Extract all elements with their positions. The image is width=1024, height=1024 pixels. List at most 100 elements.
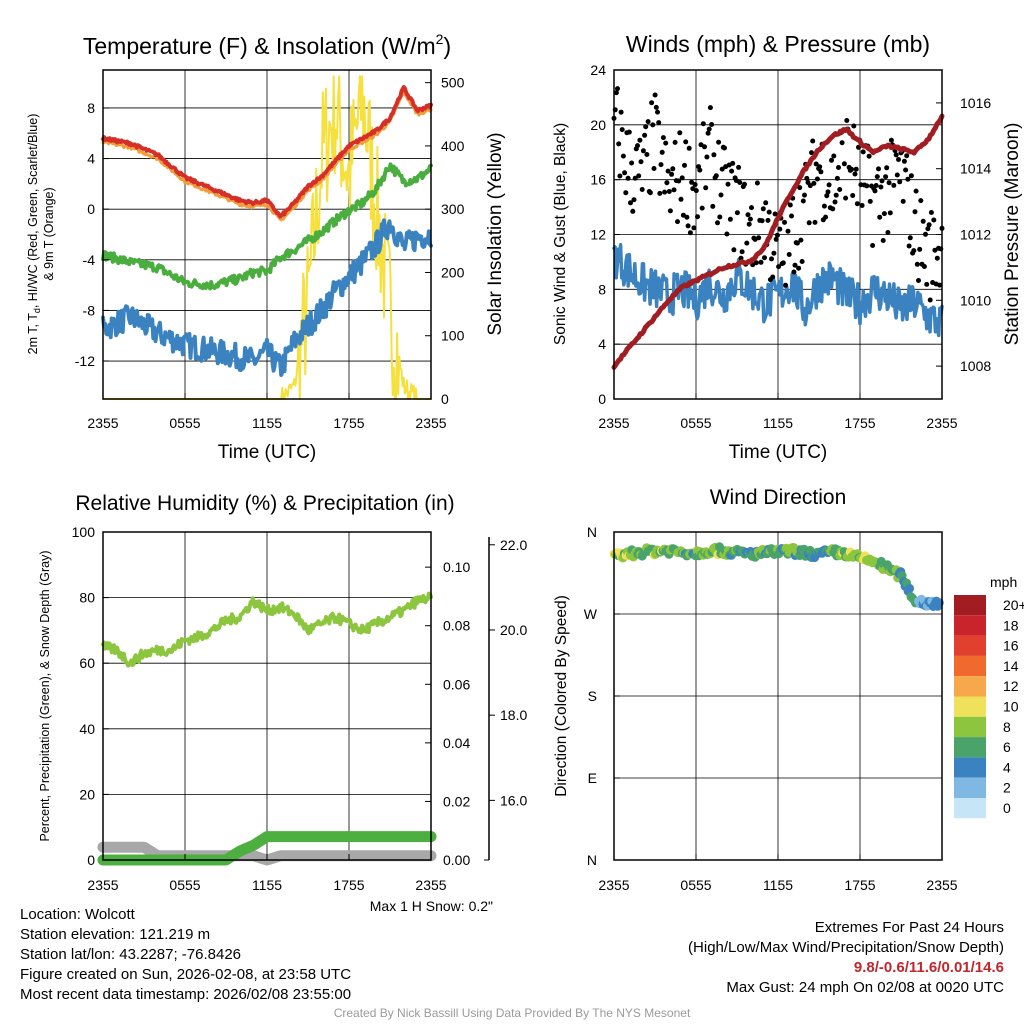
winds-ylabel: Sonic Wind & Gust (Blue, Black) xyxy=(552,123,569,345)
gust-point xyxy=(762,255,767,261)
x-tick-label: 1155 xyxy=(763,877,793,893)
gust-point xyxy=(697,167,703,173)
gust-point xyxy=(647,190,653,196)
legend-label: 4 xyxy=(1003,759,1011,775)
gust-point xyxy=(657,190,663,196)
gust-point xyxy=(872,188,878,194)
gust-point xyxy=(671,187,677,193)
station-info: Location: Wolcott Station elevation: 121… xyxy=(20,905,351,1005)
legend-label: 12 xyxy=(1003,678,1019,694)
gust-point xyxy=(884,165,890,171)
gust-point xyxy=(702,144,707,150)
gust-point xyxy=(639,187,645,192)
gust-point xyxy=(695,214,700,220)
gust-point xyxy=(744,240,750,246)
gust-point xyxy=(891,182,897,188)
gust-point xyxy=(823,214,829,220)
gust-point xyxy=(734,210,740,216)
precip-tick-label: 0.10 xyxy=(443,559,470,575)
gust-point xyxy=(874,174,880,180)
gust-point xyxy=(917,246,923,252)
gust-point xyxy=(885,230,891,235)
gust-point xyxy=(763,200,769,206)
gust-point xyxy=(731,247,737,253)
gust-point xyxy=(841,161,847,167)
y-tick-label: -8 xyxy=(83,302,96,318)
x-tick-label: 2355 xyxy=(87,415,118,431)
gust-point xyxy=(794,240,800,246)
y2-tick-label: 1008 xyxy=(960,358,991,374)
y-tick-label: 60 xyxy=(79,655,95,671)
gust-point xyxy=(830,206,836,212)
legend-label: 10 xyxy=(1003,699,1019,715)
gust-point xyxy=(745,212,751,218)
y-tick-label: 8 xyxy=(87,100,95,116)
legend-label: 16 xyxy=(1003,638,1019,654)
y2-tick-label: 400 xyxy=(441,138,465,154)
y-tick-label: 24 xyxy=(590,62,606,78)
gust-point xyxy=(676,178,682,184)
y2-tick-label: 200 xyxy=(441,264,465,280)
gust-point xyxy=(921,264,927,269)
gust-point xyxy=(659,149,665,155)
legend-label: 18 xyxy=(1003,617,1019,633)
gust-point xyxy=(789,213,794,219)
gust-point xyxy=(836,165,841,170)
gust-point xyxy=(662,189,668,195)
gust-point xyxy=(672,139,678,145)
gust-point xyxy=(770,274,776,280)
y-tick-label: 40 xyxy=(79,721,95,737)
legend-label: 8 xyxy=(1003,719,1011,735)
gust-point xyxy=(879,178,885,184)
gust-point xyxy=(682,162,687,168)
gust-point xyxy=(918,198,924,204)
gust-point xyxy=(818,169,824,175)
gust-point xyxy=(653,104,659,110)
station-pressure-line xyxy=(611,113,945,370)
snow-tick-label: 22.0 xyxy=(500,537,527,553)
gust-point xyxy=(876,166,881,172)
gust-point xyxy=(716,139,722,145)
gust-point xyxy=(617,173,623,179)
rh-ylabel: Percent, Precipitation (Green), & Snow D… xyxy=(38,550,52,841)
gust-point xyxy=(637,137,643,143)
gust-point xyxy=(897,179,903,185)
winds-xlabel: Time (UTC) xyxy=(729,442,828,463)
legend-swatch xyxy=(954,696,986,717)
gust-point xyxy=(925,226,931,232)
legend-swatch xyxy=(954,655,986,677)
gust-point xyxy=(642,132,648,138)
gust-point xyxy=(777,226,783,232)
gust-point xyxy=(655,109,660,115)
rh-grid xyxy=(103,532,431,860)
gust-point xyxy=(766,209,772,215)
gust-point xyxy=(908,173,914,179)
gust-point xyxy=(797,185,803,191)
gust-point xyxy=(769,256,774,262)
gust-point xyxy=(664,180,670,186)
y2-tick-label: 1016 xyxy=(960,95,991,111)
dir-y-tick-label: N xyxy=(587,852,597,868)
y2-tick-label: 300 xyxy=(441,201,465,217)
x-tick-label: 2355 xyxy=(926,877,957,893)
gust-point xyxy=(833,192,839,198)
gust-point xyxy=(870,243,876,248)
gust-point xyxy=(618,109,624,115)
gust-point xyxy=(705,130,711,136)
dir-title: Wind Direction xyxy=(710,486,847,509)
gust-point xyxy=(626,129,632,135)
gust-point xyxy=(821,203,827,209)
gust-point xyxy=(656,120,662,126)
gust-point xyxy=(886,180,892,186)
x-tick-label: 2355 xyxy=(598,877,629,893)
gust-point xyxy=(727,216,733,222)
legend-label: 0 xyxy=(1003,800,1011,816)
x-tick-label: 1155 xyxy=(252,877,282,893)
gust-point xyxy=(844,118,850,123)
station-elevation: Station elevation: 121.219 m xyxy=(20,926,211,943)
winds-title: Winds (mph) & Pressure (mb) xyxy=(626,31,930,57)
gust-point xyxy=(739,249,745,255)
gust-point xyxy=(866,153,872,159)
gust-point xyxy=(649,100,655,106)
gust-point xyxy=(613,90,619,96)
